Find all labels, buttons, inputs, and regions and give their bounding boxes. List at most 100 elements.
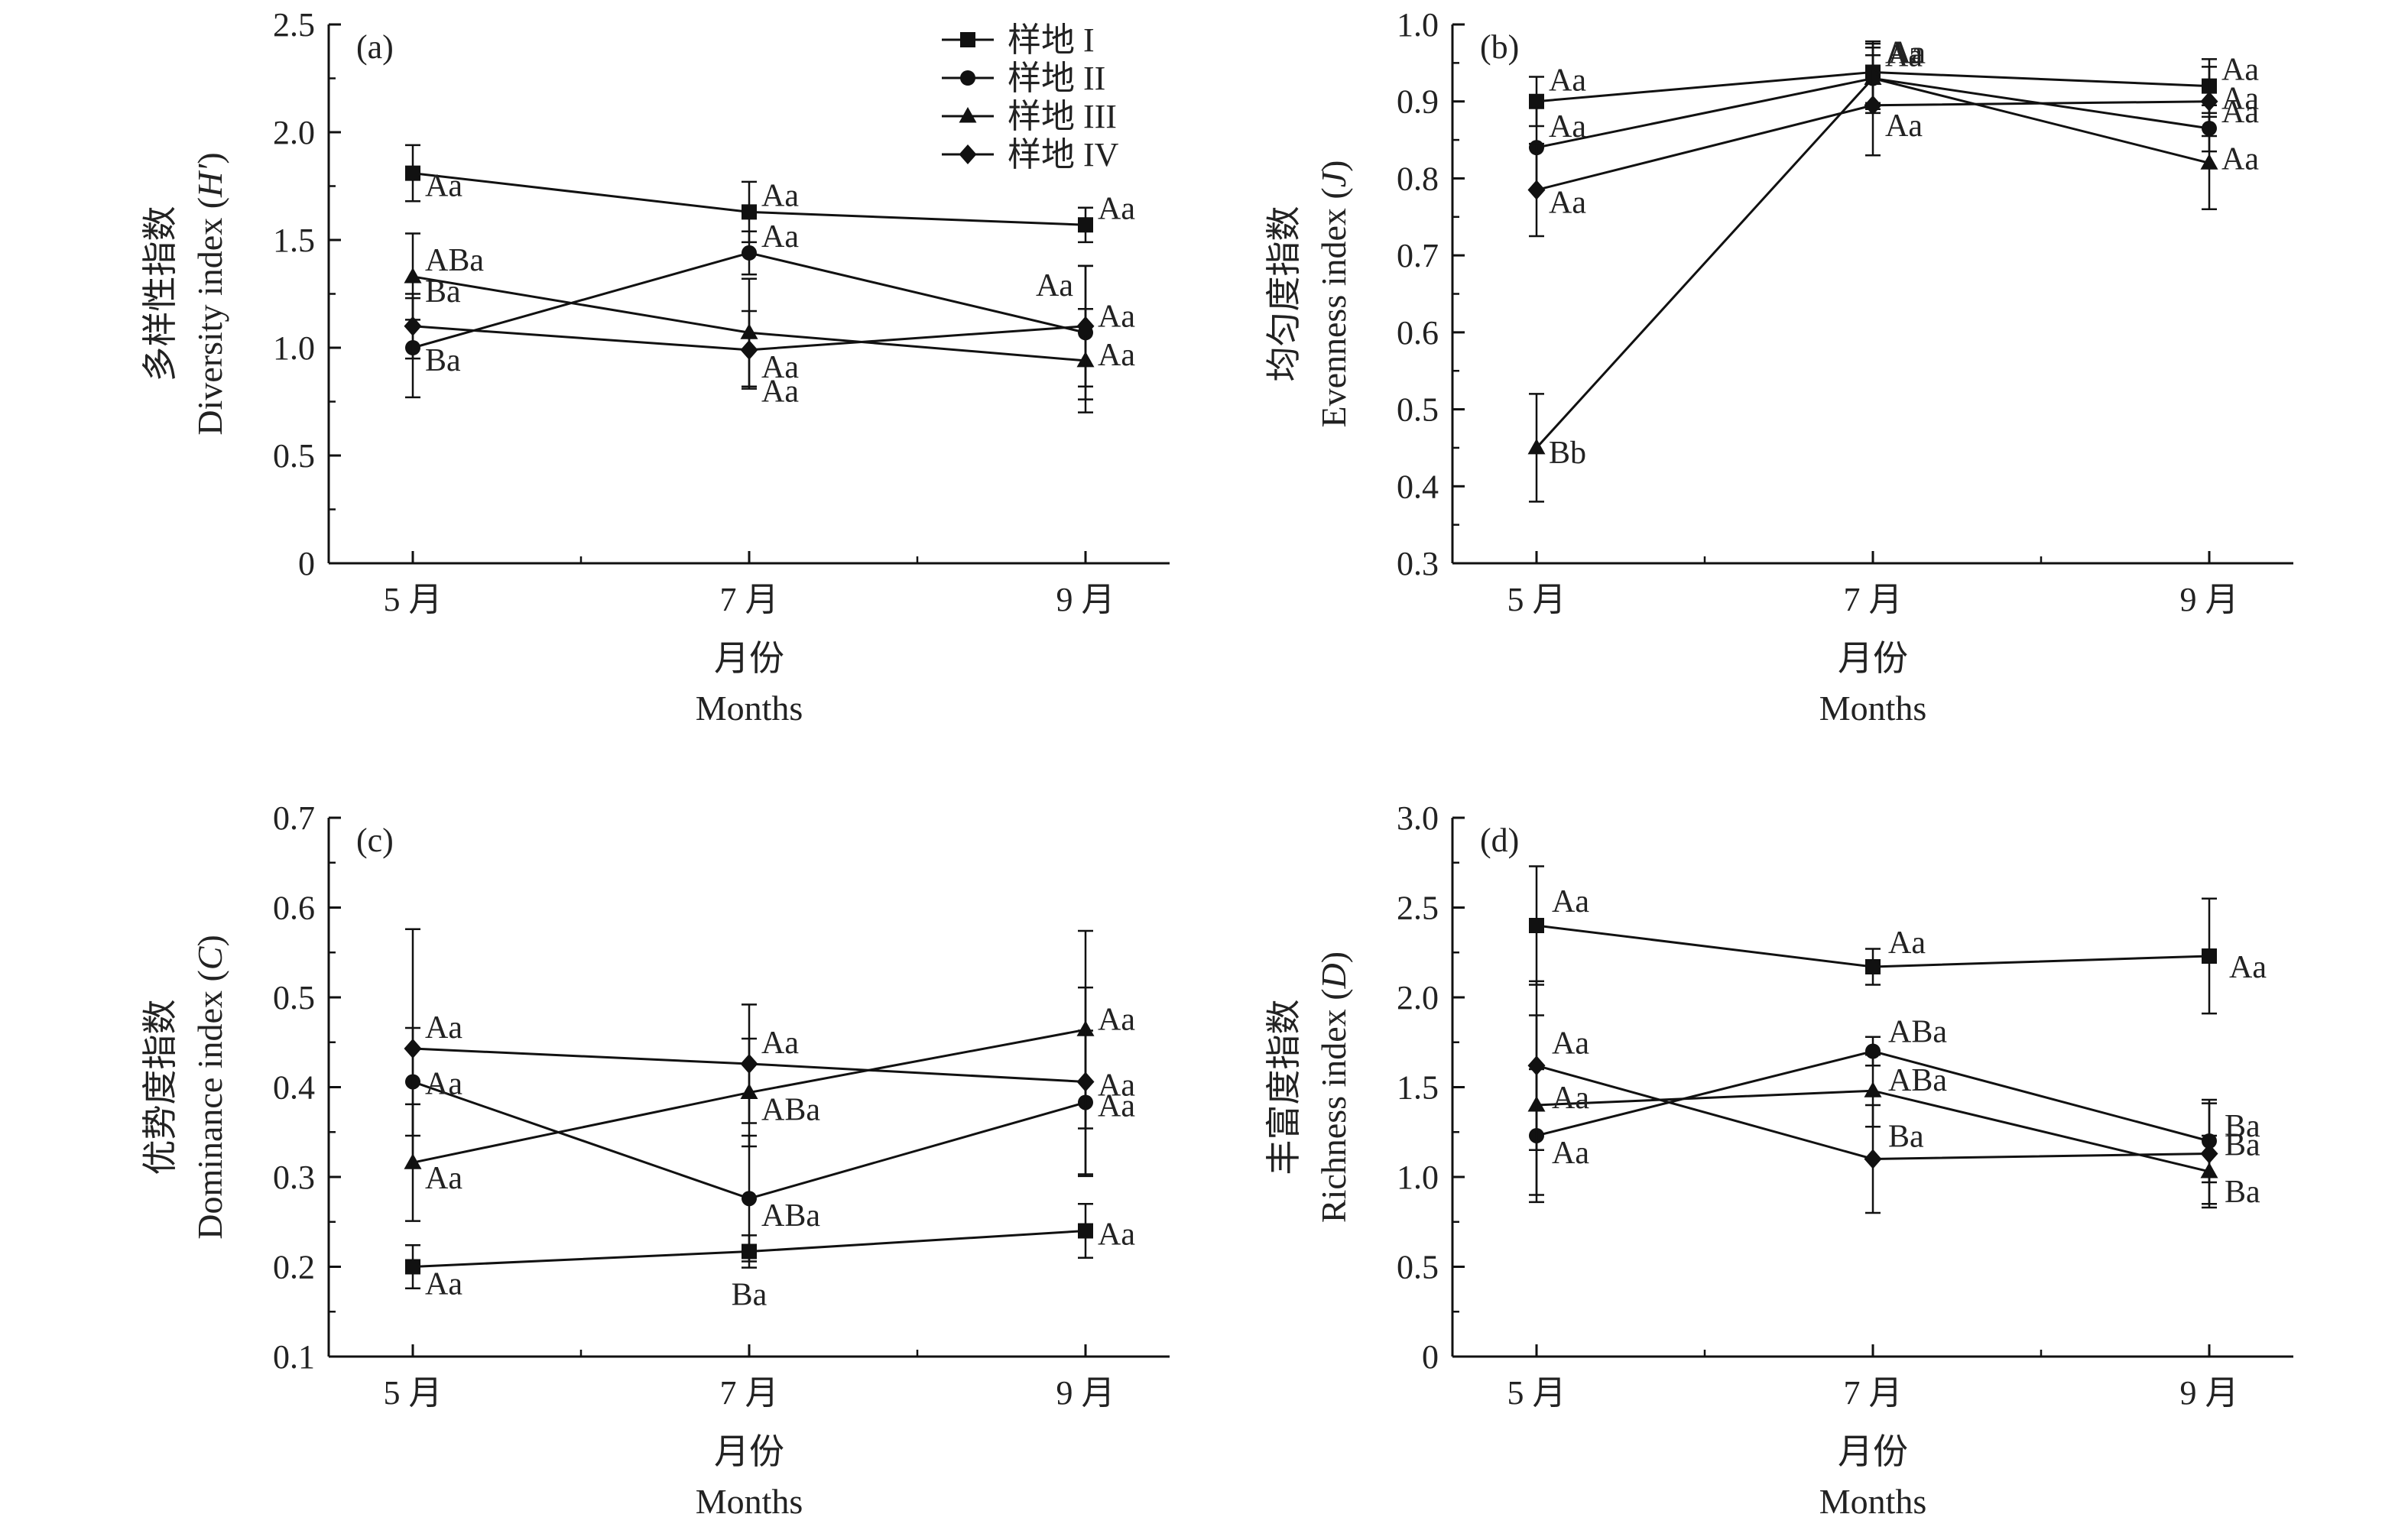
- data-label: Aa: [1036, 268, 1073, 303]
- data-label: ABa: [761, 1198, 820, 1234]
- data-point: [1078, 1223, 1093, 1239]
- panel-label: (d): [1480, 822, 1519, 859]
- y-axis-title-part: J: [1314, 170, 1353, 187]
- y-tick-label: 0.7: [1397, 237, 1439, 274]
- legend-label: 样地 IV: [1008, 136, 1119, 173]
- y-axis-title-part: Dominance index (: [190, 970, 229, 1240]
- x-axis-title-en: Months: [1819, 689, 1927, 728]
- y-tick-label: 2.0: [273, 114, 315, 151]
- data-point: [1864, 95, 1882, 115]
- series-4: Aa Aa Aa: [1527, 54, 2259, 238]
- y-tick-label: 1.5: [273, 222, 315, 259]
- data-point: [1076, 316, 1095, 336]
- data-label: Aa: [1098, 191, 1135, 226]
- series-1: Aa Aa Aa: [405, 144, 1135, 244]
- panel-label: (a): [356, 28, 394, 66]
- y-tick-label: 2.5: [273, 6, 315, 44]
- x-tick-label: 7 月: [1844, 1374, 1903, 1412]
- y-tick-label: 0.2: [273, 1249, 315, 1286]
- x-tick-label: 9 月: [1056, 581, 1115, 618]
- data-label: Aa: [1549, 109, 1586, 144]
- data-label: Aa: [425, 1267, 462, 1302]
- y-tick-label: 2.5: [1397, 890, 1439, 927]
- y-axis-title-part: ): [190, 152, 229, 164]
- data-point: [1527, 438, 1546, 455]
- data-label: Aa: [1885, 35, 1923, 70]
- x-tick-label: 5 月: [384, 1374, 443, 1412]
- series-1: Aa Ba Aa: [405, 1203, 1135, 1313]
- data-point: [1864, 1081, 1882, 1097]
- data-point: [404, 267, 422, 284]
- y-tick-label: 0.1: [273, 1338, 315, 1376]
- y-tick-label: 1.5: [1397, 1069, 1439, 1107]
- data-point: [404, 316, 422, 336]
- y-tick-label: 0.8: [1397, 160, 1439, 197]
- chart-panel-3: 0.1 0.2 0.3 0.4 0.5 0.6 0.7 5 月 7 月 9 月月份 Months 优势…: [141, 799, 1170, 1514]
- y-tick-label: 0.5: [1397, 391, 1439, 429]
- y-tick-label: 2.0: [1397, 979, 1439, 1016]
- y-tick-label: 0.7: [273, 799, 315, 837]
- x-axis-title-zh: 月份: [714, 1432, 784, 1471]
- x-tick-label: 7 月: [720, 581, 779, 618]
- data-point: [404, 1038, 422, 1059]
- data-label: Aa: [2221, 53, 2259, 88]
- data-label: Ba: [2225, 1109, 2260, 1144]
- data-label: Aa: [1098, 1088, 1135, 1123]
- data-point: [405, 165, 420, 181]
- data-label: Aa: [761, 1026, 799, 1061]
- data-label: Ba: [732, 1278, 768, 1313]
- y-axis-title-zh: 优势度指数: [141, 1000, 180, 1175]
- x-axis-title-en: Months: [696, 1482, 803, 1514]
- legend-marker: [960, 32, 975, 47]
- y-tick-label: 3.0: [1397, 799, 1439, 837]
- y-axis-title-part: C: [190, 945, 229, 970]
- y-axis-title-part: ): [190, 935, 229, 946]
- data-label: ABa: [425, 243, 484, 278]
- series-2: Aa ABa Ba: [1529, 1015, 2260, 1204]
- y-axis-title-part: H′: [190, 164, 229, 198]
- data-label: Aa: [1098, 1002, 1135, 1037]
- data-label: Aa: [1885, 39, 1923, 74]
- series-3: Aa ABa Aa: [404, 929, 1135, 1222]
- y-tick-label: 0: [298, 545, 315, 582]
- data-label: Ba: [425, 343, 461, 378]
- data-label: Aa: [2221, 141, 2259, 177]
- data-point: [742, 204, 757, 220]
- x-tick-label: 5 月: [1507, 581, 1566, 618]
- y-tick-label: 1.0: [1397, 1159, 1439, 1196]
- data-label: Aa: [425, 1066, 462, 1101]
- legend-marker: [959, 144, 977, 164]
- data-label: Ba: [1888, 1120, 1924, 1155]
- data-label: Aa: [425, 1010, 462, 1046]
- data-label: Aa: [1885, 109, 1923, 144]
- legend-marker: [960, 70, 975, 86]
- chart-panel-4: 0 0.5 1.0 1.5 2.0 2.5 3.0 5 月 7 月 9 月月份 Months 丰富度指…: [1264, 799, 2293, 1514]
- chart-panel-2: 0.3 0.4 0.5 0.6 0.7 0.8 0.9 1.0 5 月 7 月 9 月月份 Month…: [1264, 6, 2293, 728]
- data-label: Aa: [1888, 36, 1926, 71]
- data-label: Ba: [425, 274, 461, 310]
- y-axis-title-en: Dominance index (C): [190, 935, 229, 1240]
- x-tick-label: 9 月: [1056, 1374, 1115, 1412]
- data-label: Aa: [761, 374, 799, 409]
- data-point: [742, 1191, 757, 1207]
- series-4: Aa Aa Aa: [404, 928, 1135, 1178]
- series-2: Aa ABa Aa: [405, 1026, 1135, 1263]
- data-label: Aa: [1098, 1217, 1135, 1253]
- x-tick-label: 5 月: [384, 581, 443, 618]
- data-label: Aa: [1552, 884, 1589, 919]
- x-axis-title-en: Months: [696, 689, 803, 728]
- data-label: Aa: [1552, 1136, 1589, 1171]
- data-label: Aa: [1098, 338, 1135, 373]
- legend-label: 样地 I: [1008, 21, 1095, 59]
- y-axis-title-part: ): [1314, 952, 1353, 963]
- series-1: Aa Aa Aa: [1529, 865, 2267, 1015]
- data-label: Aa: [761, 219, 799, 254]
- y-axis-title-part: Diversity index (: [190, 197, 229, 436]
- data-label: ABa: [1888, 1063, 1947, 1098]
- data-point: [1864, 1149, 1882, 1169]
- data-label: Aa: [1098, 299, 1135, 334]
- y-axis-title-zh: 均匀度指数: [1264, 206, 1303, 382]
- chart-panel-1: 0 0.5 1.0 1.5 2.0 2.5 5 月 7 月 9 月月份 Months 多样性指数 Di…: [141, 6, 1170, 728]
- legend-marker: [959, 107, 977, 123]
